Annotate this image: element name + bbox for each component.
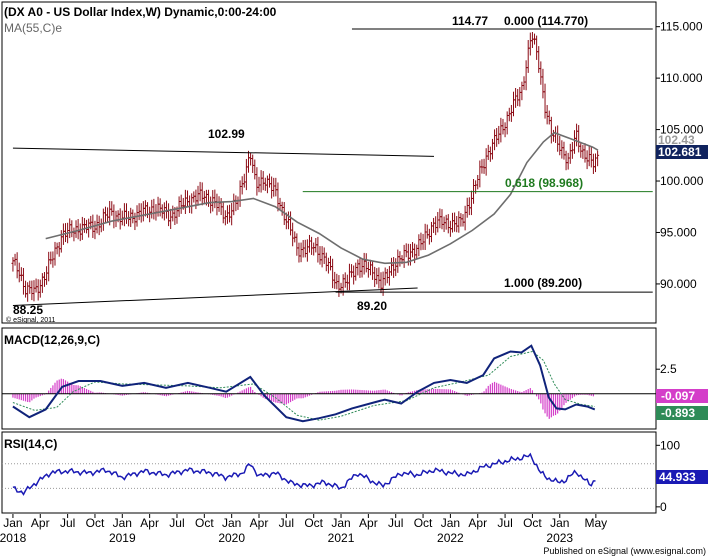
year-label: 2021 <box>328 531 355 545</box>
month-label: Jan <box>222 516 241 530</box>
month-label: Oct <box>304 516 323 530</box>
low2021-label: 89.20 <box>357 299 387 313</box>
month-label: Oct <box>195 516 214 530</box>
peak2020-label: 102.99 <box>208 127 245 141</box>
price-tick-label: 115.000 <box>660 20 703 34</box>
ma-value-partial: 102.43 <box>658 133 695 147</box>
month-label: Jul <box>497 516 512 530</box>
last-price-badge-bg <box>656 145 708 159</box>
fib0-label: 0.000 (114.770) <box>504 14 588 28</box>
published-footer: Published on eSignal (www.esignal.com) <box>543 546 706 556</box>
year-label: 2023 <box>546 531 573 545</box>
month-label: Apr <box>468 516 487 530</box>
trendlines <box>12 28 653 307</box>
month-label: Jul <box>279 516 294 530</box>
copyright-label: © eSignal, 2011 <box>6 316 56 324</box>
ma-label: MA(55,C)e <box>4 21 62 35</box>
rsi-value-badge-bg <box>656 470 708 484</box>
year-label: 2022 <box>437 531 464 545</box>
rsi-tick-label: 100 <box>660 438 680 452</box>
rsi-panel-frame <box>1 431 657 514</box>
rsi-value: 44.933 <box>659 470 696 484</box>
chart-title: (DX A0 - US Dollar Index,W) Dynamic,0:00… <box>4 5 277 19</box>
time-axis: Jan Apr Jul Oct Jan Apr Jul Oct Jan Apr Jul Oct Jan A… <box>0 514 607 545</box>
price-tick-label: 105.000 <box>660 123 704 137</box>
month-label: Jul <box>388 516 403 530</box>
price-panel-frame <box>1 1 657 324</box>
year-label: 2020 <box>218 531 245 545</box>
fib618-label: 0.618 (98.968) <box>505 176 583 190</box>
macd-value: -0.097 <box>661 389 695 403</box>
month-label: Oct <box>523 516 542 530</box>
year-label: 2018 <box>0 531 27 545</box>
month-label: Apr <box>31 516 50 530</box>
signal-value-badge-bg <box>656 406 708 420</box>
month-label: May <box>585 516 608 530</box>
month-label: Jan <box>550 516 569 530</box>
price-tick-label: 100.000 <box>660 174 704 188</box>
macd-value-badge-bg <box>656 389 708 403</box>
price-tick-label: 110.000 <box>660 71 703 85</box>
low2018-label: 88.25 <box>13 303 43 317</box>
rsi-line <box>12 452 596 496</box>
month-label: Oct <box>414 516 433 530</box>
rsi-label: RSI(14,C) <box>4 437 57 451</box>
price-tick-label: 95.000 <box>660 225 697 239</box>
ma55-line <box>45 131 599 265</box>
price-bars <box>11 31 600 302</box>
month-label: Apr <box>250 516 269 530</box>
price-bar <box>596 150 600 167</box>
month-label: Jan <box>3 516 22 530</box>
macd-tick-label: 2.5 <box>660 362 677 376</box>
month-label: Jul <box>60 516 75 530</box>
month-label: Oct <box>86 516 105 530</box>
month-label: Jul <box>169 516 184 530</box>
rsi-tick-label: 0 <box>660 500 667 514</box>
macd-axis-ticks: 2.5 <box>656 362 677 376</box>
upper-trendline <box>12 147 434 157</box>
month-label: Jan <box>113 516 132 530</box>
signal-value: -0.893 <box>661 406 695 420</box>
macd-panel-frame <box>1 327 657 430</box>
last-price-value: 102.681 <box>658 145 702 159</box>
lower-trendline <box>12 287 418 307</box>
fib1-label: 1.000 (89.200) <box>504 276 582 290</box>
high-label: 114.77 <box>452 14 488 28</box>
macd-label: MACD(12,26,9,C) <box>4 333 100 347</box>
price-axis-ticks: 115.000 110.000 105.000 100.000 95.000 90.000 <box>656 20 704 291</box>
month-label: Jan <box>331 516 350 530</box>
month-label: Apr <box>140 516 159 530</box>
macd-line <box>12 344 596 423</box>
price-tick-label: 90.000 <box>660 277 697 291</box>
year-label: 2019 <box>109 531 136 545</box>
month-label: Jan <box>441 516 460 530</box>
month-label: Apr <box>359 516 378 530</box>
